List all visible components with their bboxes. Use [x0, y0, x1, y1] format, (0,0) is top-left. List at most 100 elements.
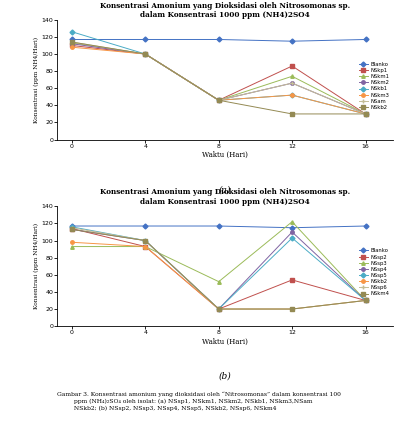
- NSsp5: [290, 235, 295, 241]
- NSsp3: [363, 298, 368, 303]
- NSkb1: [363, 111, 368, 117]
- NSkb2: [363, 111, 368, 117]
- Line: NSkm4: NSkm4: [70, 228, 367, 311]
- NSsp4: [143, 238, 148, 243]
- NSam: [216, 98, 221, 103]
- Line: NSkb2: NSkb2: [70, 241, 367, 311]
- NSsp4: [290, 229, 295, 235]
- Line: NSsp6: NSsp6: [70, 226, 367, 311]
- NSsp5: [143, 238, 148, 243]
- Title: Konsentrasi Amonium yang Dioksidasi oleh Nitrosomonas sp.
dalam Konsentrasi 1000: Konsentrasi Amonium yang Dioksidasi oleh…: [100, 188, 350, 205]
- NSkm1: [143, 51, 148, 57]
- NSkm2: [363, 111, 368, 117]
- X-axis label: Waktu (Hari): Waktu (Hari): [202, 337, 248, 345]
- Line: NSkp1: NSkp1: [70, 44, 367, 116]
- NSam: [143, 51, 148, 57]
- NSsp3: [216, 279, 221, 284]
- NSsp5: [216, 306, 221, 312]
- NSkm2: [143, 51, 148, 57]
- Line: NSkb1: NSkb1: [70, 30, 367, 116]
- Line: NSam: NSam: [70, 40, 367, 116]
- NSkb2: [70, 240, 74, 245]
- NSkp1: [216, 98, 221, 103]
- NSsp6: [363, 298, 368, 303]
- Blanko: [290, 39, 295, 44]
- Title: Konsentrasi Amonium yang Dioksidasi oleh Nitrosomonas sp.
dalam Konsentrasi 1000: Konsentrasi Amonium yang Dioksidasi oleh…: [100, 2, 350, 19]
- NSkb2: [216, 306, 221, 312]
- Blanko: [143, 37, 148, 42]
- NSkm3: [363, 111, 368, 117]
- NSkb2: [143, 51, 148, 57]
- NSam: [363, 111, 368, 117]
- NSkm4: [143, 238, 148, 243]
- NSsp6: [290, 306, 295, 312]
- NSsp6: [143, 238, 148, 243]
- NSkb1: [216, 98, 221, 103]
- NSkm3: [290, 92, 295, 98]
- NSkm2: [70, 41, 74, 46]
- Text: (a): (a): [219, 185, 231, 194]
- NSkb2: [143, 244, 148, 249]
- NSsp4: [70, 227, 74, 232]
- NSkb2: [216, 98, 221, 103]
- NSkb1: [143, 51, 148, 57]
- Blanko: [216, 37, 221, 42]
- NSsp5: [363, 298, 368, 303]
- Blanko: [363, 224, 368, 229]
- Blanko: [216, 224, 221, 229]
- NSsp3: [290, 219, 295, 224]
- NSkb1: [290, 92, 295, 98]
- Line: NSsp5: NSsp5: [70, 225, 367, 311]
- NSsp4: [216, 306, 221, 312]
- NSkb2: [290, 306, 295, 312]
- NSkm3: [143, 51, 148, 57]
- Blanko: [143, 224, 148, 229]
- NSkm4: [70, 227, 74, 232]
- Blanko: [70, 37, 74, 42]
- NSkb2: [70, 40, 74, 45]
- NSkm3: [70, 44, 74, 50]
- NSkp1: [363, 111, 368, 117]
- Line: NSsp4: NSsp4: [70, 228, 367, 311]
- NSam: [70, 40, 74, 45]
- Y-axis label: Konsentrasi (ppm NH4/Hari): Konsentrasi (ppm NH4/Hari): [33, 37, 39, 123]
- Text: (b): (b): [219, 372, 231, 381]
- NSsp6: [216, 306, 221, 312]
- Text: Gambar 3. Konsentrasi amonium yang dioksidasi oleh “Nitrosomonas” dalam konsentr: Gambar 3. Konsentrasi amonium yang dioks…: [57, 392, 341, 411]
- NSkm2: [290, 81, 295, 86]
- NSkm1: [70, 40, 74, 46]
- NSkb2: [290, 111, 295, 117]
- Blanko: [70, 224, 74, 229]
- NSkm4: [363, 298, 368, 303]
- Line: Blanko: Blanko: [70, 224, 367, 230]
- NSam: [290, 81, 295, 86]
- NSsp2: [290, 277, 295, 282]
- Line: NSkm3: NSkm3: [70, 45, 367, 116]
- NSsp3: [143, 244, 148, 249]
- NSkp1: [290, 63, 295, 69]
- NSsp3: [70, 244, 74, 249]
- NSsp4: [363, 298, 368, 303]
- Line: NSsp2: NSsp2: [70, 227, 367, 311]
- NSkm1: [290, 73, 295, 79]
- Line: NSkb2: NSkb2: [70, 40, 367, 116]
- NSsp2: [143, 244, 148, 249]
- X-axis label: Waktu (Hari): Waktu (Hari): [202, 151, 248, 159]
- Line: NSsp3: NSsp3: [70, 220, 367, 302]
- NSkm2: [216, 98, 221, 103]
- Line: Blanko: Blanko: [70, 38, 367, 43]
- Line: NSkm1: NSkm1: [70, 41, 367, 116]
- NSkp1: [143, 51, 148, 57]
- NSkm3: [216, 98, 221, 103]
- NSkm4: [216, 306, 221, 312]
- Blanko: [290, 225, 295, 231]
- NSkb1: [70, 29, 74, 34]
- NSsp2: [216, 306, 221, 312]
- Legend: Blanko, NSsp2, NSsp3, NSsp4, NSsp5, NSkb2, NSsp6, NSkm4: Blanko, NSsp2, NSsp3, NSsp4, NSsp5, NSkb…: [357, 247, 390, 297]
- NSsp2: [363, 298, 368, 303]
- NSkp1: [70, 43, 74, 48]
- NSkm1: [216, 98, 221, 103]
- Line: NSkm2: NSkm2: [70, 42, 367, 116]
- NSsp6: [70, 225, 74, 231]
- Y-axis label: Konsentrasi (ppm NH4/Hari): Konsentrasi (ppm NH4/Hari): [33, 223, 39, 309]
